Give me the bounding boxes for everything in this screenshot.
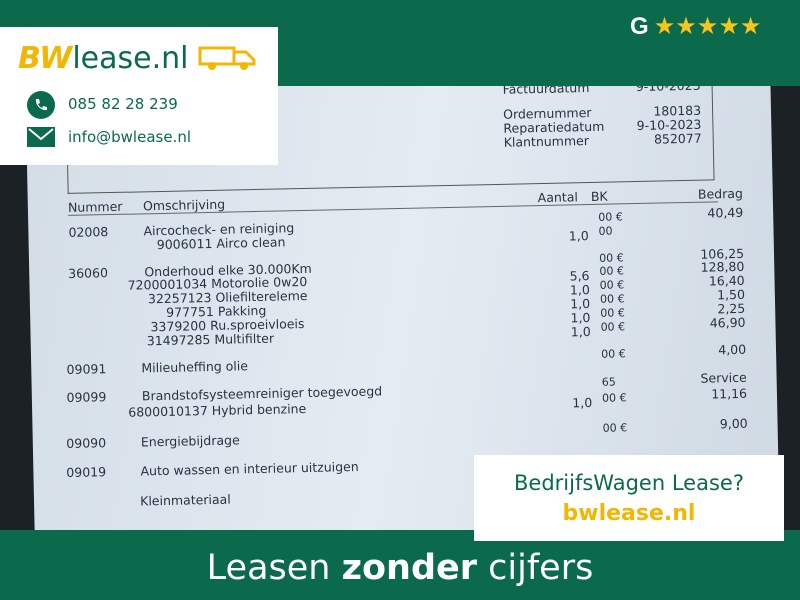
phone: 085 82 28 239	[68, 95, 178, 113]
line-bk: 00 €	[599, 278, 625, 292]
line-description: Auto wassen en interieur uitzuigen	[140, 458, 359, 479]
mail-icon	[27, 127, 55, 147]
line-bk: 00 €	[600, 320, 626, 334]
line-quantity: 1,0	[572, 394, 593, 411]
promo-question: BedrijfsWagen Lease?	[514, 471, 744, 495]
line-description: Brandstofsysteemreiniger toegevoegd	[141, 383, 383, 404]
line-bk: 00 €	[599, 292, 625, 306]
rating: G ★★★★★	[630, 12, 761, 41]
email: info@bwlease.nl	[68, 128, 191, 146]
promo-site: bwlease.nl	[562, 501, 696, 526]
bottom-bar	[0, 530, 800, 600]
promo-card: BedrijfsWagen Lease? bwlease.nl	[474, 455, 784, 541]
meta-label: Klantnummer	[503, 133, 590, 150]
line-number: 09091	[66, 361, 107, 377]
line-bk: 00 €	[599, 264, 625, 278]
meta-value: 852077	[653, 130, 702, 147]
line-bk: 00 €	[600, 306, 625, 320]
google-icon: G	[630, 13, 649, 40]
stars: ★★★★★	[653, 12, 762, 40]
line-description: 31497285 Multifilter	[146, 330, 275, 349]
line-amount: 9,00	[719, 415, 748, 432]
line-number: 09019	[66, 464, 107, 481]
line-number: 36060	[68, 265, 109, 281]
line-quantity: 1,0	[568, 228, 589, 244]
logo: BWlease.nl	[18, 41, 258, 76]
line-description: 6800010137 Hybrid benzine	[128, 400, 307, 420]
line-bk: 00	[598, 224, 613, 238]
line-number: 02008	[68, 224, 109, 240]
logo-card: BWlease.nl 085 82 28 239 info@bwlease.nl	[0, 27, 278, 165]
line-bk: 00 €	[601, 347, 626, 361]
line-bk: 65	[601, 375, 616, 389]
line-bk: 00 €	[601, 391, 627, 405]
line-number: 09099	[66, 389, 107, 406]
line-quantity: 1,0	[570, 324, 591, 340]
slogan-end: cijfers	[488, 548, 594, 588]
line-amount: 4,00	[718, 341, 747, 358]
line-description: Kleinmateriaal	[139, 491, 231, 509]
line-bk: 00 €	[599, 251, 624, 265]
column-header: Bedrag	[697, 185, 743, 202]
line-amount: Service	[700, 369, 747, 386]
column-header: Omschrijving	[142, 196, 226, 214]
line-description: 9006011 Airco clean	[156, 234, 286, 253]
logo-mark: BW	[18, 41, 73, 76]
line-bk: 00 €	[598, 210, 623, 224]
line-amount: 11,16	[711, 385, 748, 402]
slogan-start: Leasen	[206, 548, 331, 588]
logo-text: lease.nl	[72, 41, 189, 76]
line-amount: 46,90	[709, 314, 746, 331]
column-header: BK	[590, 188, 608, 204]
line-description: Milieuheffing olie	[141, 358, 249, 376]
van-icon	[198, 46, 256, 70]
line-description: Energiebijdrage	[140, 432, 240, 450]
slogan: Leasen zonder cijfers	[0, 540, 800, 600]
column-header: Nummer	[67, 198, 123, 215]
slogan-bold: zonder	[341, 548, 478, 588]
line-amount: 40,49	[707, 204, 744, 221]
phone-icon	[27, 91, 55, 119]
column-header: Aantal	[537, 189, 579, 206]
line-bk: 00 €	[602, 421, 628, 435]
line-number: 09090	[66, 435, 107, 452]
